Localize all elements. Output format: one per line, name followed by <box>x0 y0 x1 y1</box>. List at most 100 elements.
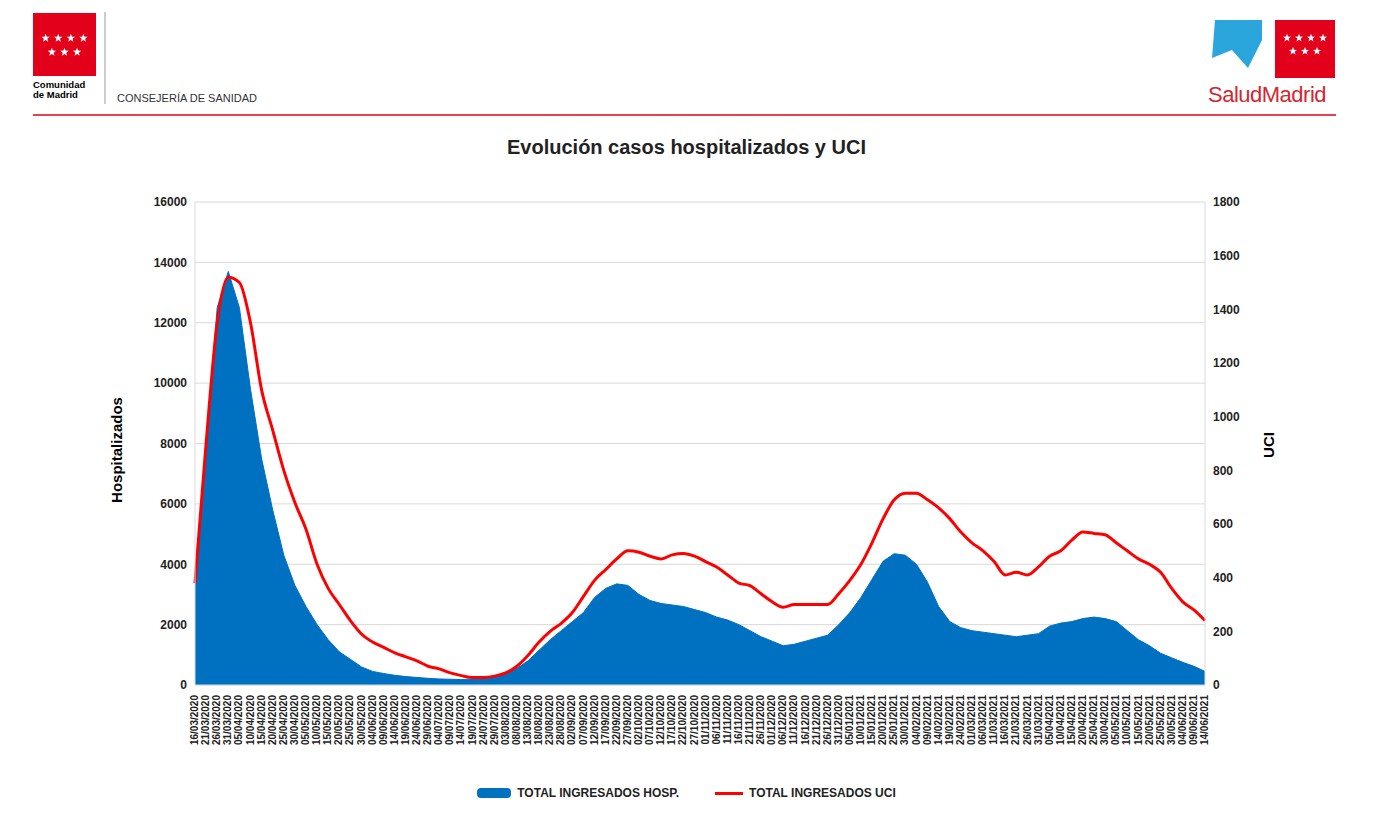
svg-text:31/12/2020: 31/12/2020 <box>833 695 844 745</box>
svg-text:15/05/2020: 15/05/2020 <box>322 695 333 745</box>
svg-text:25/04/2020: 25/04/2020 <box>278 695 289 745</box>
svg-text:01/12/2020: 01/12/2020 <box>766 695 777 745</box>
svg-text:30/04/2021: 30/04/2021 <box>1099 695 1110 745</box>
svg-text:16/11/2020: 16/11/2020 <box>733 695 744 745</box>
svg-text:600: 600 <box>1213 517 1233 531</box>
svg-text:30/01/2021: 30/01/2021 <box>899 695 910 745</box>
svg-text:05/04/2020: 05/04/2020 <box>233 695 244 745</box>
svg-text:12/10/2020: 12/10/2020 <box>655 695 666 745</box>
svg-text:29/07/2020: 29/07/2020 <box>489 695 500 745</box>
svg-text:12/09/2020: 12/09/2020 <box>589 695 600 745</box>
svg-text:15/01/2021: 15/01/2021 <box>866 695 877 745</box>
svg-text:24/07/2020: 24/07/2020 <box>478 695 489 745</box>
svg-text:04/06/2021: 04/06/2021 <box>1177 695 1188 745</box>
svg-text:30/04/2020: 30/04/2020 <box>289 695 300 745</box>
svg-text:20/05/2021: 20/05/2021 <box>1144 695 1155 745</box>
svg-text:22/10/2020: 22/10/2020 <box>677 695 688 745</box>
svg-text:25/05/2021: 25/05/2021 <box>1155 695 1166 745</box>
svg-text:11/12/2020: 11/12/2020 <box>788 695 799 745</box>
svg-text:29/06/2020: 29/06/2020 <box>422 695 433 745</box>
svg-text:200: 200 <box>1213 625 1233 639</box>
svg-text:04/02/2021: 04/02/2021 <box>911 695 922 745</box>
svg-text:18/08/2020: 18/08/2020 <box>533 695 544 745</box>
svg-text:2000: 2000 <box>160 618 187 632</box>
svg-text:20/04/2020: 20/04/2020 <box>267 695 278 745</box>
svg-text:30/05/2020: 30/05/2020 <box>356 695 367 745</box>
svg-text:24/02/2021: 24/02/2021 <box>955 695 966 745</box>
svg-text:19/02/2021: 19/02/2021 <box>944 695 955 745</box>
svg-text:31/03/2020: 31/03/2020 <box>222 695 233 745</box>
svg-text:31/03/2021: 31/03/2021 <box>1033 695 1044 745</box>
svg-text:01/03/2021: 01/03/2021 <box>966 695 977 745</box>
svg-text:05/05/2021: 05/05/2021 <box>1110 695 1121 745</box>
svg-text:25/05/2020: 25/05/2020 <box>344 695 355 745</box>
svg-text:19/07/2020: 19/07/2020 <box>467 695 478 745</box>
svg-text:8000: 8000 <box>160 437 187 451</box>
svg-text:21/03/2020: 21/03/2020 <box>200 695 211 745</box>
svg-text:28/08/2020: 28/08/2020 <box>555 695 566 745</box>
svg-text:09/02/2021: 09/02/2021 <box>922 695 933 745</box>
svg-text:15/04/2020: 15/04/2020 <box>256 695 267 745</box>
svg-text:06/11/2020: 06/11/2020 <box>711 695 722 745</box>
svg-text:11/03/2021: 11/03/2021 <box>988 695 999 745</box>
svg-text:07/10/2020: 07/10/2020 <box>644 695 655 745</box>
svg-text:1800: 1800 <box>1213 195 1240 209</box>
svg-text:15/05/2021: 15/05/2021 <box>1133 695 1144 745</box>
svg-text:22/09/2020: 22/09/2020 <box>611 695 622 745</box>
svg-text:26/03/2021: 26/03/2021 <box>1022 695 1033 745</box>
svg-text:6000: 6000 <box>160 497 187 511</box>
svg-text:06/03/2021: 06/03/2021 <box>977 695 988 745</box>
svg-text:0: 0 <box>180 678 187 692</box>
svg-text:06/12/2020: 06/12/2020 <box>777 695 788 745</box>
svg-text:21/11/2020: 21/11/2020 <box>744 695 755 745</box>
svg-text:25/01/2021: 25/01/2021 <box>888 695 899 745</box>
svg-text:800: 800 <box>1213 464 1233 478</box>
svg-text:13/08/2020: 13/08/2020 <box>522 695 533 745</box>
svg-text:4000: 4000 <box>160 558 187 572</box>
svg-text:400: 400 <box>1213 571 1233 585</box>
svg-text:23/08/2020: 23/08/2020 <box>544 695 555 745</box>
svg-text:17/10/2020: 17/10/2020 <box>666 695 677 745</box>
svg-text:10/05/2020: 10/05/2020 <box>311 695 322 745</box>
svg-text:30/05/2021: 30/05/2021 <box>1166 695 1177 745</box>
svg-text:1600: 1600 <box>1213 249 1240 263</box>
svg-text:24/06/2020: 24/06/2020 <box>411 695 422 745</box>
svg-text:10000: 10000 <box>154 376 188 390</box>
svg-text:10/01/2021: 10/01/2021 <box>855 695 866 745</box>
svg-text:26/11/2020: 26/11/2020 <box>755 695 766 745</box>
svg-text:17/09/2020: 17/09/2020 <box>600 695 611 745</box>
svg-text:09/06/2021: 09/06/2021 <box>1188 695 1199 745</box>
svg-text:03/08/2020: 03/08/2020 <box>500 695 511 745</box>
svg-text:10/04/2021: 10/04/2021 <box>1055 695 1066 745</box>
svg-text:1400: 1400 <box>1213 303 1240 317</box>
svg-text:05/04/2021: 05/04/2021 <box>1044 695 1055 745</box>
svg-text:04/07/2020: 04/07/2020 <box>433 695 444 745</box>
svg-text:20/04/2021: 20/04/2021 <box>1077 695 1088 745</box>
svg-text:02/10/2020: 02/10/2020 <box>633 695 644 745</box>
svg-text:05/01/2021: 05/01/2021 <box>844 695 855 745</box>
svg-text:25/04/2021: 25/04/2021 <box>1088 695 1099 745</box>
svg-text:08/08/2020: 08/08/2020 <box>511 695 522 745</box>
svg-text:05/05/2020: 05/05/2020 <box>300 695 311 745</box>
svg-text:16/03/2020: 16/03/2020 <box>189 695 200 745</box>
svg-text:12000: 12000 <box>154 316 188 330</box>
svg-text:27/09/2020: 27/09/2020 <box>622 695 633 745</box>
svg-text:14/06/2021: 14/06/2021 <box>1199 695 1210 745</box>
svg-text:26/03/2020: 26/03/2020 <box>211 695 222 745</box>
svg-text:26/12/2020: 26/12/2020 <box>822 695 833 745</box>
svg-text:15/04/2021: 15/04/2021 <box>1066 695 1077 745</box>
svg-text:1200: 1200 <box>1213 356 1240 370</box>
svg-text:21/03/2021: 21/03/2021 <box>1010 695 1021 745</box>
svg-text:0: 0 <box>1213 678 1220 692</box>
svg-text:07/09/2020: 07/09/2020 <box>578 695 589 745</box>
svg-text:19/06/2020: 19/06/2020 <box>400 695 411 745</box>
svg-text:27/10/2020: 27/10/2020 <box>689 695 700 745</box>
svg-text:09/07/2020: 09/07/2020 <box>444 695 455 745</box>
svg-text:04/06/2020: 04/06/2020 <box>367 695 378 745</box>
svg-text:14000: 14000 <box>154 256 188 270</box>
svg-text:16/03/2021: 16/03/2021 <box>999 695 1010 745</box>
svg-text:09/06/2020: 09/06/2020 <box>378 695 389 745</box>
svg-text:16000: 16000 <box>154 195 188 209</box>
svg-text:14/06/2020: 14/06/2020 <box>389 695 400 745</box>
svg-text:11/11/2020: 11/11/2020 <box>722 695 733 744</box>
